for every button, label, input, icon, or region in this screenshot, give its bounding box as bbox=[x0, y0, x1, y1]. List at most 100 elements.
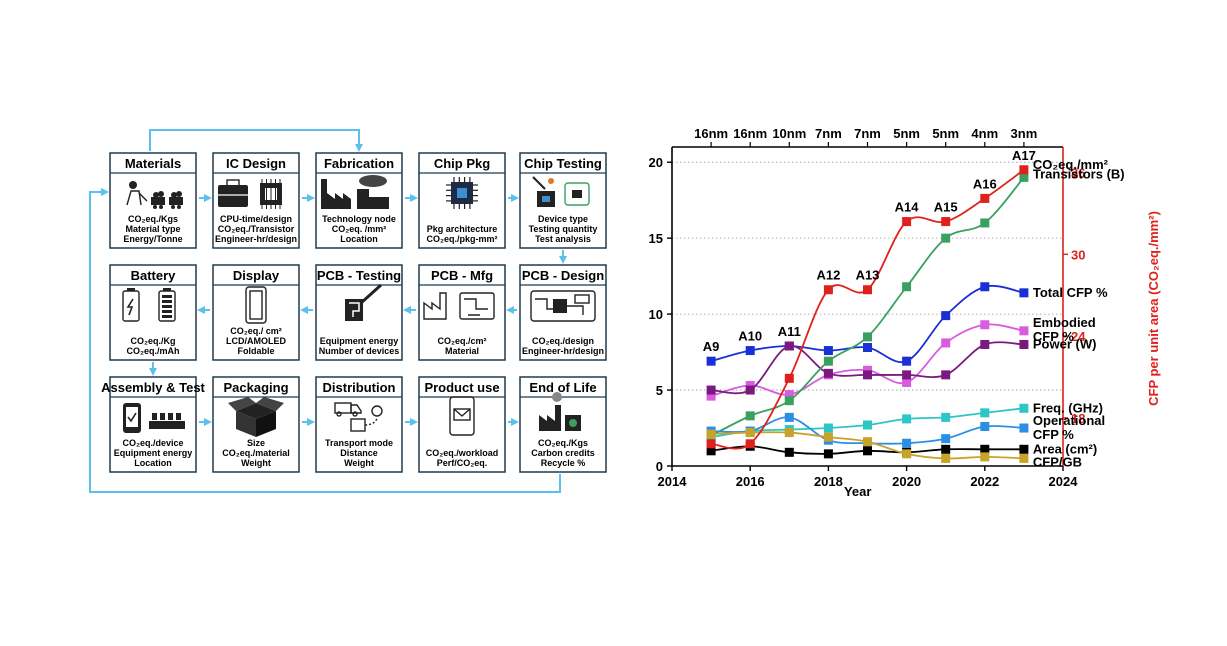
data-point bbox=[941, 434, 951, 444]
stage-detail: Foldable bbox=[237, 346, 274, 356]
chip-label: A15 bbox=[934, 200, 958, 215]
x-tick-label: 2016 bbox=[736, 474, 765, 489]
probe-icon bbox=[532, 176, 590, 207]
data-point bbox=[980, 339, 990, 349]
data-point bbox=[823, 432, 833, 442]
data-point bbox=[980, 193, 990, 203]
phone-outline-icon bbox=[245, 286, 267, 324]
stage-detail: CO₂eq./material bbox=[222, 448, 290, 458]
chip-label: A10 bbox=[738, 329, 762, 344]
data-point bbox=[706, 356, 716, 366]
stage-detail: Location bbox=[340, 234, 378, 244]
data-point bbox=[706, 391, 716, 401]
data-point bbox=[706, 385, 716, 395]
data-point bbox=[706, 439, 716, 449]
stage-box-frame bbox=[519, 152, 607, 249]
stage-detail: Weight bbox=[344, 458, 374, 468]
stage-detail: Pkg architecture bbox=[427, 224, 498, 234]
data-point bbox=[980, 320, 990, 330]
y2-tick-label: 36 bbox=[1071, 165, 1085, 180]
stage-detail: Perf/CO₂eq. bbox=[437, 458, 488, 468]
miner-icon bbox=[126, 181, 183, 209]
stage-detail: CO₂eq./cm² bbox=[437, 336, 486, 346]
stage-box-frame bbox=[519, 376, 607, 473]
stage-box-frame bbox=[109, 264, 197, 361]
data-point bbox=[902, 449, 912, 459]
x-tick-label: 2022 bbox=[970, 474, 999, 489]
data-point bbox=[902, 217, 912, 227]
series-label: Power (W) bbox=[1033, 336, 1097, 351]
recycle-factory-icon bbox=[539, 392, 581, 431]
data-point bbox=[1019, 453, 1029, 463]
stage-detail: Location bbox=[134, 458, 172, 468]
stage-title: End of Life bbox=[529, 380, 596, 395]
x-tick-label: 2024 bbox=[1049, 474, 1079, 489]
series-line bbox=[710, 176, 1025, 437]
data-point bbox=[941, 217, 951, 227]
top-tick-label: 3nm bbox=[1011, 126, 1038, 141]
stage-detail: Engineer-hr/design bbox=[215, 234, 297, 244]
chip-label: A9 bbox=[703, 339, 720, 354]
y-tick-label: 10 bbox=[649, 307, 663, 322]
stage-detail: Test analysis bbox=[535, 234, 591, 244]
chart: 2014 2016 2018 2020 2022 2024Year051015201824… bbox=[649, 126, 1161, 499]
data-point bbox=[863, 365, 872, 375]
recycle-loop-arrow bbox=[89, 188, 561, 493]
series-label: CO₂eq./mm² bbox=[1033, 157, 1109, 172]
data-point bbox=[784, 447, 794, 457]
data-point bbox=[863, 285, 872, 295]
stage-title: PCB - Testing bbox=[317, 268, 401, 283]
data-point bbox=[980, 408, 990, 418]
stage-title: PCB - Mfg bbox=[431, 268, 493, 283]
data-point bbox=[745, 439, 755, 449]
stage-box-frame bbox=[315, 376, 403, 473]
data-point bbox=[706, 446, 716, 456]
series-label: Embodied bbox=[1033, 315, 1096, 330]
data-point bbox=[823, 346, 833, 356]
data-point bbox=[1019, 444, 1029, 454]
series-label: Freq. (GHz) bbox=[1033, 400, 1103, 415]
data-point bbox=[863, 343, 872, 353]
stage-title: Assembly & Test bbox=[101, 380, 205, 395]
data-point bbox=[784, 373, 794, 383]
chip-icon bbox=[446, 177, 478, 209]
data-point bbox=[863, 446, 872, 456]
stage-detail: CPU-time/design bbox=[220, 214, 292, 224]
data-point bbox=[941, 412, 951, 422]
data-point bbox=[1019, 423, 1029, 433]
data-point bbox=[863, 420, 872, 430]
factory-icon bbox=[321, 175, 389, 209]
stage-detail: CO₂eq./ cm² bbox=[230, 326, 282, 336]
stage-detail: CO₂eq./Kg bbox=[131, 336, 176, 346]
circuit-board-icon bbox=[530, 290, 596, 322]
stage-title: Chip Testing bbox=[524, 156, 602, 171]
series-label: Operational bbox=[1033, 413, 1105, 428]
data-point bbox=[745, 428, 755, 438]
data-point bbox=[941, 370, 951, 380]
data-point bbox=[941, 338, 951, 348]
top-tick-label: 7nm bbox=[854, 126, 881, 141]
stage-box: IC Design CPU-time/designCO₂eq./Transisto… bbox=[212, 152, 300, 249]
stage-detail: Equipment energy bbox=[114, 448, 193, 458]
data-point bbox=[941, 311, 951, 321]
data-point bbox=[902, 282, 912, 292]
stage-title: Chip Pkg bbox=[434, 156, 490, 171]
series-label: Total CFP % bbox=[1033, 285, 1108, 300]
stage-detail: Transport mode bbox=[325, 438, 393, 448]
top-tick-label: 7nm bbox=[815, 126, 842, 141]
stage-detail: CO₂eq./device bbox=[122, 438, 183, 448]
data-point bbox=[980, 444, 990, 454]
data-point bbox=[784, 341, 794, 351]
stage-detail: Weight bbox=[241, 458, 271, 468]
battery-icon bbox=[122, 288, 176, 322]
data-point bbox=[980, 422, 990, 432]
truck-icon bbox=[334, 402, 383, 432]
data-point bbox=[863, 332, 872, 342]
